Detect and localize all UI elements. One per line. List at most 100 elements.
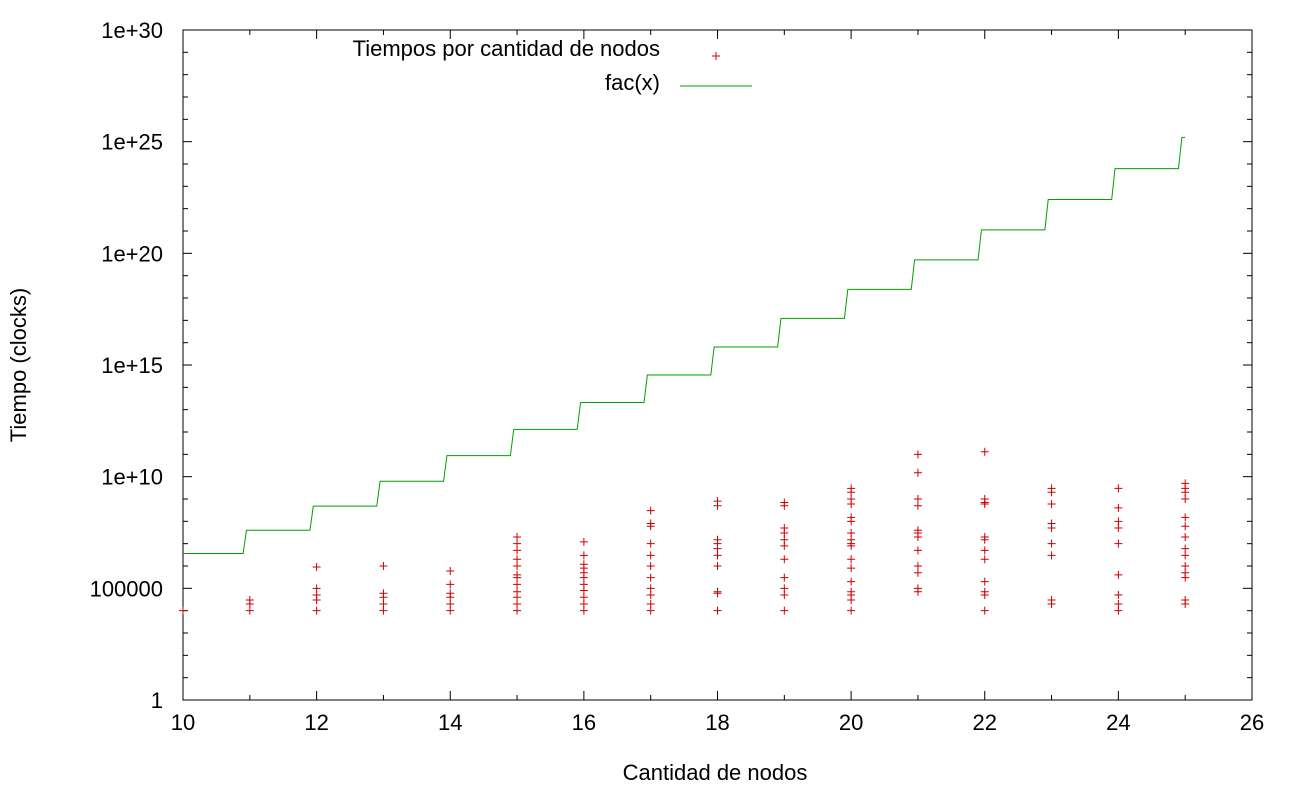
data-point — [913, 501, 922, 510]
data-point — [847, 535, 856, 544]
data-point — [713, 606, 722, 615]
data-point — [980, 577, 989, 586]
x-axis-label: Cantidad de nodos — [623, 760, 808, 785]
data-point — [513, 562, 522, 570]
data-point — [646, 599, 655, 608]
data-point — [312, 606, 321, 615]
data-point — [646, 584, 655, 593]
data-point — [513, 546, 522, 555]
data-point — [1047, 596, 1056, 605]
series-tiempos — [179, 447, 1190, 615]
data-point — [312, 591, 321, 600]
data-point — [513, 539, 522, 548]
y-tick-label: 1 — [151, 688, 163, 713]
data-point — [1181, 532, 1190, 541]
data-point — [513, 570, 522, 579]
data-point — [579, 580, 588, 589]
data-point — [379, 606, 388, 615]
x-tick-label: 14 — [438, 710, 462, 735]
x-tick-label: 16 — [572, 710, 596, 735]
data-point — [1047, 539, 1056, 548]
data-point — [847, 606, 856, 615]
data-point — [1047, 551, 1056, 560]
data-point — [1181, 568, 1190, 577]
x-tick-label: 12 — [304, 710, 328, 735]
data-point — [780, 606, 789, 615]
data-point — [379, 562, 388, 570]
data-point — [1181, 544, 1190, 553]
data-point — [980, 495, 989, 503]
x-tick-label: 20 — [839, 710, 863, 735]
data-point — [446, 599, 455, 608]
data-point — [513, 606, 522, 615]
legend: Tiempos por cantidad de nodos fac(x) — [353, 36, 752, 95]
y-tick-label: 1e+20 — [101, 241, 163, 266]
data-point — [913, 568, 922, 577]
data-point — [179, 606, 187, 615]
data-point — [847, 564, 856, 573]
data-point — [646, 606, 655, 615]
data-point — [780, 498, 789, 507]
data-point — [1114, 606, 1123, 615]
data-point — [513, 580, 522, 589]
data-point — [446, 606, 455, 615]
data-point — [1114, 503, 1123, 512]
data-point — [780, 524, 789, 533]
y-axis-label: Tiempo (clocks) — [6, 288, 31, 442]
legend-label-fac: fac(x) — [605, 70, 660, 95]
data-point — [847, 529, 856, 538]
data-point — [1181, 562, 1190, 570]
data-point — [713, 551, 722, 560]
data-point — [780, 535, 789, 544]
data-point — [780, 555, 789, 564]
data-point — [446, 589, 455, 598]
y-tick-label: 100000 — [90, 576, 163, 601]
data-point — [312, 584, 321, 593]
data-point — [847, 495, 856, 503]
data-point — [513, 587, 522, 596]
data-point — [1181, 596, 1190, 605]
data-point — [646, 551, 655, 560]
data-point — [713, 497, 722, 506]
legend-label-tiempos: Tiempos por cantidad de nodos — [353, 36, 660, 61]
data-point — [713, 535, 722, 544]
data-point — [847, 577, 856, 586]
data-point — [1114, 517, 1123, 526]
data-point — [913, 468, 922, 477]
data-point — [646, 519, 655, 528]
data-point — [579, 599, 588, 608]
data-point — [1181, 495, 1190, 503]
data-point — [646, 539, 655, 548]
data-point — [980, 447, 989, 456]
legend-plus-marker — [712, 52, 720, 60]
data-point — [579, 560, 588, 569]
data-point — [913, 450, 922, 459]
x-tick-label: 22 — [973, 710, 997, 735]
data-point — [312, 563, 321, 572]
data-point — [780, 591, 789, 600]
data-point — [579, 593, 588, 602]
x-tick-label: 18 — [705, 710, 729, 735]
data-point — [780, 573, 789, 582]
x-tick-label: 10 — [171, 710, 195, 735]
data-point — [646, 573, 655, 582]
data-point — [646, 591, 655, 600]
data-point — [1181, 479, 1190, 488]
x-tick-label: 24 — [1106, 710, 1130, 735]
data-point — [1047, 519, 1056, 528]
data-point — [780, 584, 789, 593]
data-point — [1114, 524, 1123, 533]
data-point — [513, 599, 522, 608]
data-point — [245, 606, 254, 615]
fac-line — [183, 136, 1186, 554]
legend-marker-tiempos — [712, 52, 720, 60]
data-point — [446, 566, 455, 575]
data-point — [579, 606, 588, 615]
data-point — [713, 587, 722, 596]
data-point — [913, 495, 922, 503]
data-point — [646, 562, 655, 570]
y-tick-label: 1e+15 — [101, 353, 163, 378]
y-tick-label: 1e+10 — [101, 465, 163, 490]
data-point — [1114, 539, 1123, 548]
